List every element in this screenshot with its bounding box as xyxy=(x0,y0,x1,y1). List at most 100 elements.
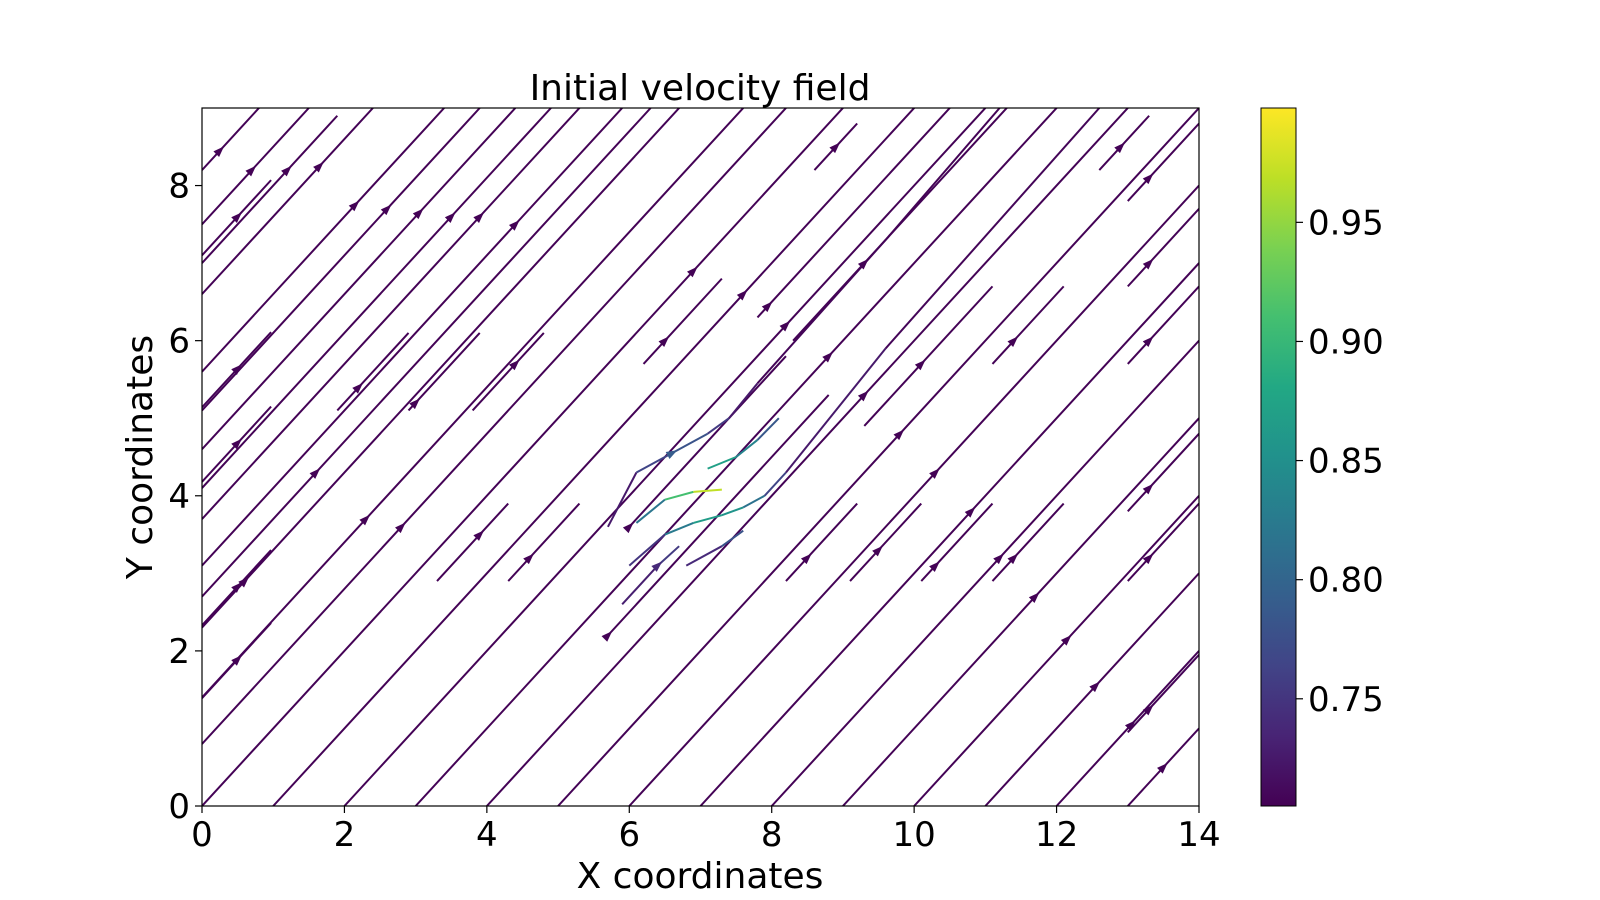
streamline xyxy=(628,184,1199,806)
streamline xyxy=(202,108,481,412)
curved-streamline-segment xyxy=(664,521,694,536)
y-tick-label: 4 xyxy=(168,477,190,517)
x-axis-label: X coordinates xyxy=(577,856,824,897)
streamline-segment xyxy=(1127,285,1199,365)
streamline-arrow xyxy=(359,514,371,526)
streamline-arrow xyxy=(1157,762,1168,774)
x-tick-label: 12 xyxy=(1035,815,1078,855)
streamline-arrow xyxy=(281,165,292,177)
x-tick-label: 14 xyxy=(1177,815,1220,855)
streamline-arrow xyxy=(761,301,773,313)
streamline xyxy=(202,108,652,598)
y-tick-label: 0 xyxy=(168,787,190,827)
y-axis-label: Y coordinates xyxy=(120,335,161,580)
streamline-segment xyxy=(991,502,1065,582)
streamline xyxy=(842,417,1199,806)
streamline-segment xyxy=(785,502,858,582)
streamline-arrow xyxy=(231,438,242,450)
streamline-arrow xyxy=(1142,483,1154,495)
curved-streamline-segment xyxy=(884,108,1001,241)
curved-streamline-segment xyxy=(693,488,722,493)
streamline xyxy=(699,262,1199,806)
curved-streamline-arrow xyxy=(665,450,678,460)
streamline-segment xyxy=(1127,122,1199,202)
y-tick-label: 8 xyxy=(168,167,190,207)
curved-streamline-segment xyxy=(635,498,666,524)
streamline xyxy=(272,108,916,806)
colorbar-tick-label: 0.95 xyxy=(1308,203,1384,243)
streamline-arrow xyxy=(687,266,698,278)
streamline-arrow xyxy=(601,631,613,642)
streamline-arrow xyxy=(1142,336,1154,348)
streamline-arrow xyxy=(1142,553,1154,565)
streamline xyxy=(1055,650,1199,806)
curved-streamline-segment xyxy=(628,533,666,567)
streamline-arrow xyxy=(309,468,321,479)
streamline-arrow xyxy=(245,165,257,177)
streamline-arrow xyxy=(352,382,363,394)
streamline-segment xyxy=(1127,208,1199,288)
streamline-arrow xyxy=(313,161,324,173)
curved-streamline-segment xyxy=(763,471,787,497)
streamline xyxy=(202,115,339,264)
streamline xyxy=(202,108,445,373)
x-tick-label: 6 xyxy=(618,815,640,855)
streamline-arrow xyxy=(348,200,360,212)
curved-streamline-segment xyxy=(685,545,723,567)
colorbar-tick-label: 0.85 xyxy=(1308,442,1384,482)
streamline-arrow xyxy=(1142,704,1154,716)
streamline-arrow xyxy=(473,212,484,223)
streamline-arrow xyxy=(508,359,520,371)
streamline xyxy=(770,339,1199,806)
streamline-segment xyxy=(407,332,481,412)
streamline xyxy=(202,108,260,171)
streamline xyxy=(202,108,517,450)
streamline xyxy=(202,108,788,745)
curved-streamline-segment xyxy=(728,382,759,419)
streamline-arrow xyxy=(1007,336,1019,348)
streamline-segment xyxy=(507,502,581,582)
streamline-arrow xyxy=(412,208,424,220)
streamline xyxy=(202,108,374,295)
streamline-arrow xyxy=(409,398,420,410)
y-tick-label: 6 xyxy=(168,322,190,362)
streamline xyxy=(343,108,987,806)
streamline-segment xyxy=(1127,654,1199,733)
streamline-arrow xyxy=(822,351,833,363)
plot-frame xyxy=(201,107,1200,807)
streamline-arrows xyxy=(213,142,1168,774)
curved-streamline-segment xyxy=(785,347,887,474)
curved-streamline-segment xyxy=(664,490,694,501)
streamline xyxy=(202,108,552,489)
streamline xyxy=(984,572,1199,806)
streamline-segment xyxy=(863,285,994,427)
x-tick-label: 2 xyxy=(334,815,356,855)
streamline-arrow xyxy=(473,530,484,541)
streamline-arrow xyxy=(1114,142,1125,154)
streamline-arrow xyxy=(231,212,242,223)
streamline-arrow xyxy=(1007,553,1019,565)
streamline-arrow xyxy=(1142,173,1154,185)
streamline-arrow xyxy=(523,553,534,565)
streamline-arrow xyxy=(993,553,1004,565)
streamline-arrow xyxy=(238,576,249,588)
streamline-segment xyxy=(642,277,723,365)
curved-streamline-segment xyxy=(707,456,737,470)
y-tick-label: 2 xyxy=(168,632,190,672)
curved-streamline-segment xyxy=(693,514,723,524)
streamline-segment xyxy=(849,502,923,582)
colorbar: 0.75 0.80 0.85 0.90 0.95 xyxy=(1260,107,1384,807)
curved-streamline-segment xyxy=(621,564,659,606)
streamline xyxy=(202,108,623,567)
curved-streamline-segment xyxy=(884,108,1101,350)
curved-streamline-segment xyxy=(607,472,638,528)
streamline-segment xyxy=(1127,502,1199,582)
streamline xyxy=(628,355,787,528)
streamline-segment xyxy=(336,332,410,412)
curved-streamline-segment xyxy=(721,529,744,547)
streamline-arrow xyxy=(893,429,905,441)
streamline xyxy=(756,108,952,319)
streamline-arrow xyxy=(231,655,242,666)
streamline-segment xyxy=(991,285,1065,365)
